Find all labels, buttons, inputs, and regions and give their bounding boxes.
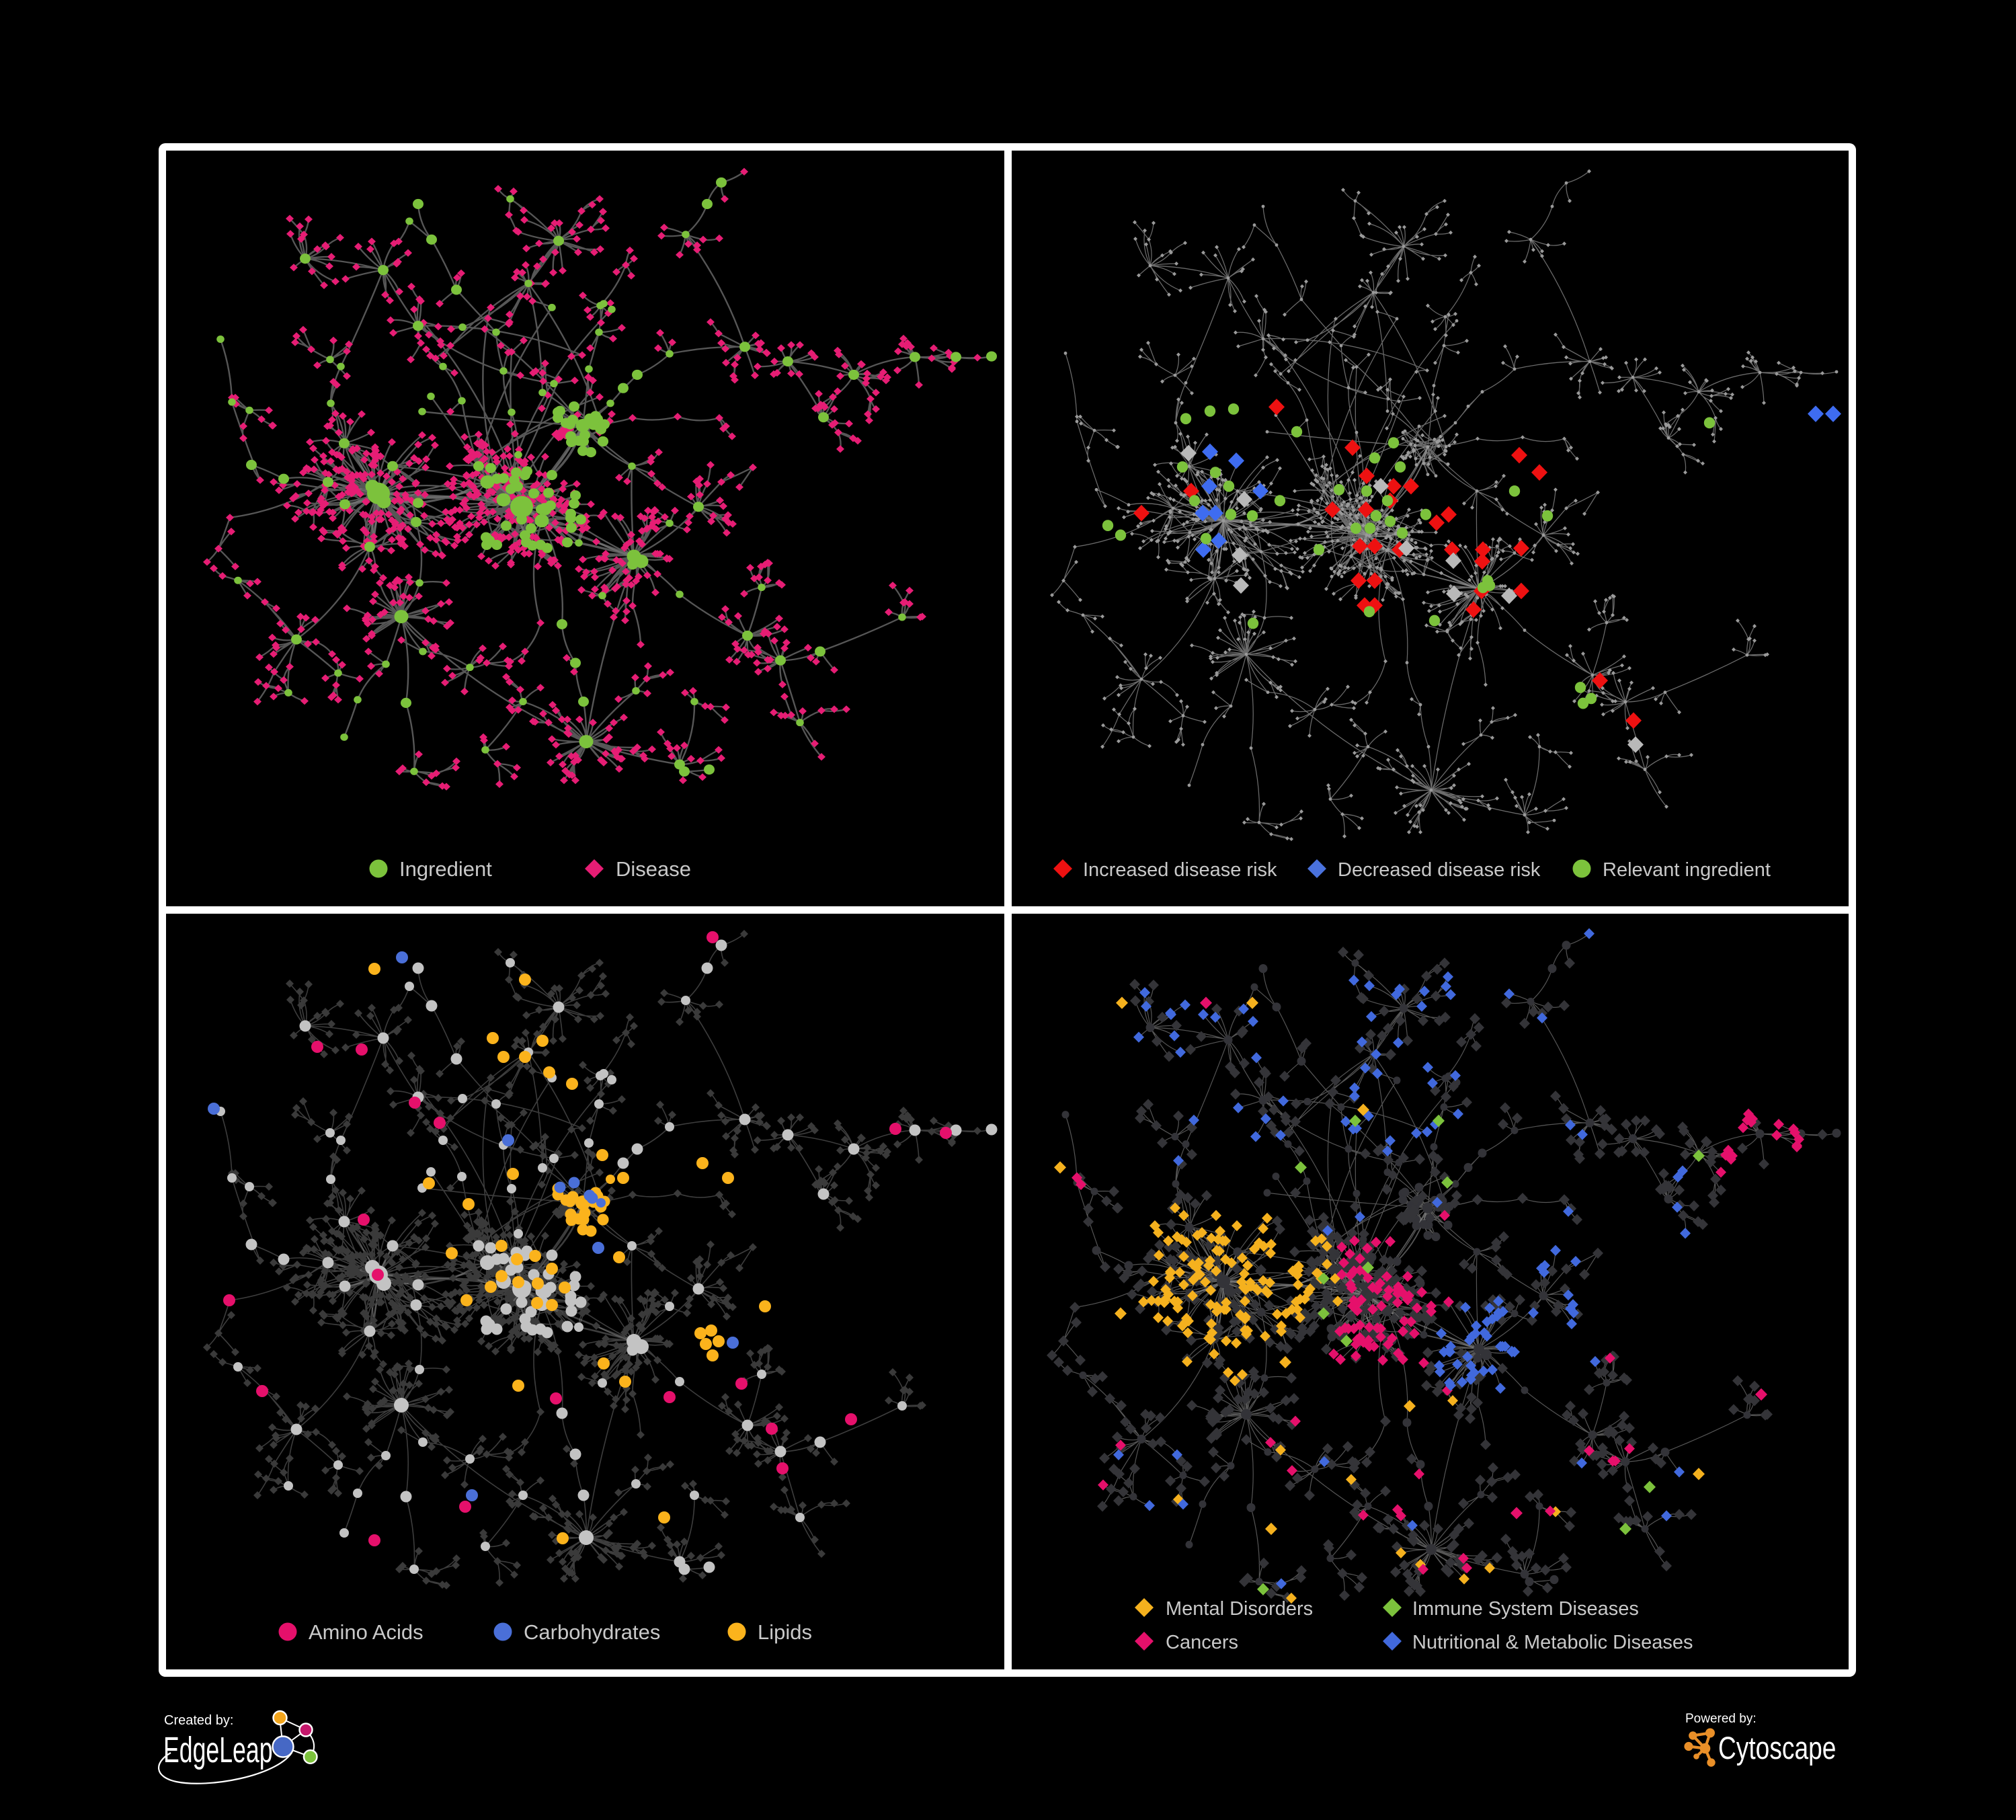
svg-text:Nutritional & Metabolic Diseas: Nutritional & Metabolic Diseases <box>1412 1632 1693 1653</box>
svg-text:Lipids: Lipids <box>758 1620 812 1644</box>
svg-text:Increased disease risk: Increased disease risk <box>1083 859 1277 881</box>
svg-text:Carbohydrates: Carbohydrates <box>524 1620 660 1644</box>
svg-text:Cancers: Cancers <box>1166 1632 1238 1653</box>
svg-text:Powered by:: Powered by: <box>1685 1712 1757 1726</box>
svg-text:EdgeLeap: EdgeLeap <box>163 1730 273 1770</box>
svg-text:Disease: Disease <box>616 857 691 881</box>
svg-text:Decreased disease risk: Decreased disease risk <box>1338 859 1541 881</box>
svg-text:Ingredient: Ingredient <box>399 857 492 881</box>
svg-text:Immune System Diseases: Immune System Diseases <box>1412 1598 1639 1620</box>
svg-text:Cytoscape: Cytoscape <box>1718 1731 1836 1766</box>
svg-text:Mental Disorders: Mental Disorders <box>1166 1598 1313 1620</box>
svg-text:Created by:: Created by: <box>164 1713 233 1728</box>
svg-text:Amino Acids: Amino Acids <box>309 1620 424 1644</box>
svg-text:Relevant ingredient: Relevant ingredient <box>1603 859 1771 881</box>
